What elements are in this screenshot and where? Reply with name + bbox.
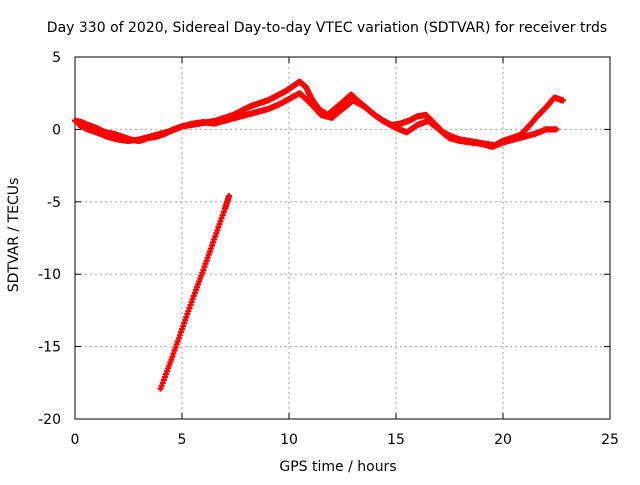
y-tick-label: 0 — [52, 122, 61, 138]
grid — [75, 57, 610, 419]
data-point — [559, 97, 566, 104]
y-tick-label: -15 — [38, 340, 61, 356]
x-tick-label: 20 — [494, 432, 512, 448]
plot-frame — [74, 56, 611, 420]
x-tick-label: 0 — [71, 432, 80, 448]
y-tick-label: -20 — [38, 412, 61, 428]
x-tick-label: 5 — [178, 432, 187, 448]
x-tick-label: 10 — [280, 432, 298, 448]
x-tick-label: 15 — [387, 432, 405, 448]
x-tick-label: 25 — [601, 432, 619, 448]
x-axis-label: GPS time / hours — [279, 459, 396, 475]
data-series — [72, 78, 566, 392]
y-tick-label: -5 — [47, 195, 61, 211]
data-point — [553, 126, 560, 133]
series-1 — [76, 90, 560, 150]
axis-ticks: 0 5 10 15 20 25 5 0 -5 -10 -15 -20 — [38, 50, 619, 448]
chart-title: Day 330 of 2020, Sidereal Day-to-day VTE… — [47, 20, 607, 36]
y-tick-label: 5 — [52, 50, 61, 66]
series-2 — [157, 193, 233, 392]
y-axis-label: SDTVAR / TECUs — [6, 178, 22, 293]
data-point — [226, 193, 233, 200]
y-tick-label: -10 — [38, 267, 61, 283]
